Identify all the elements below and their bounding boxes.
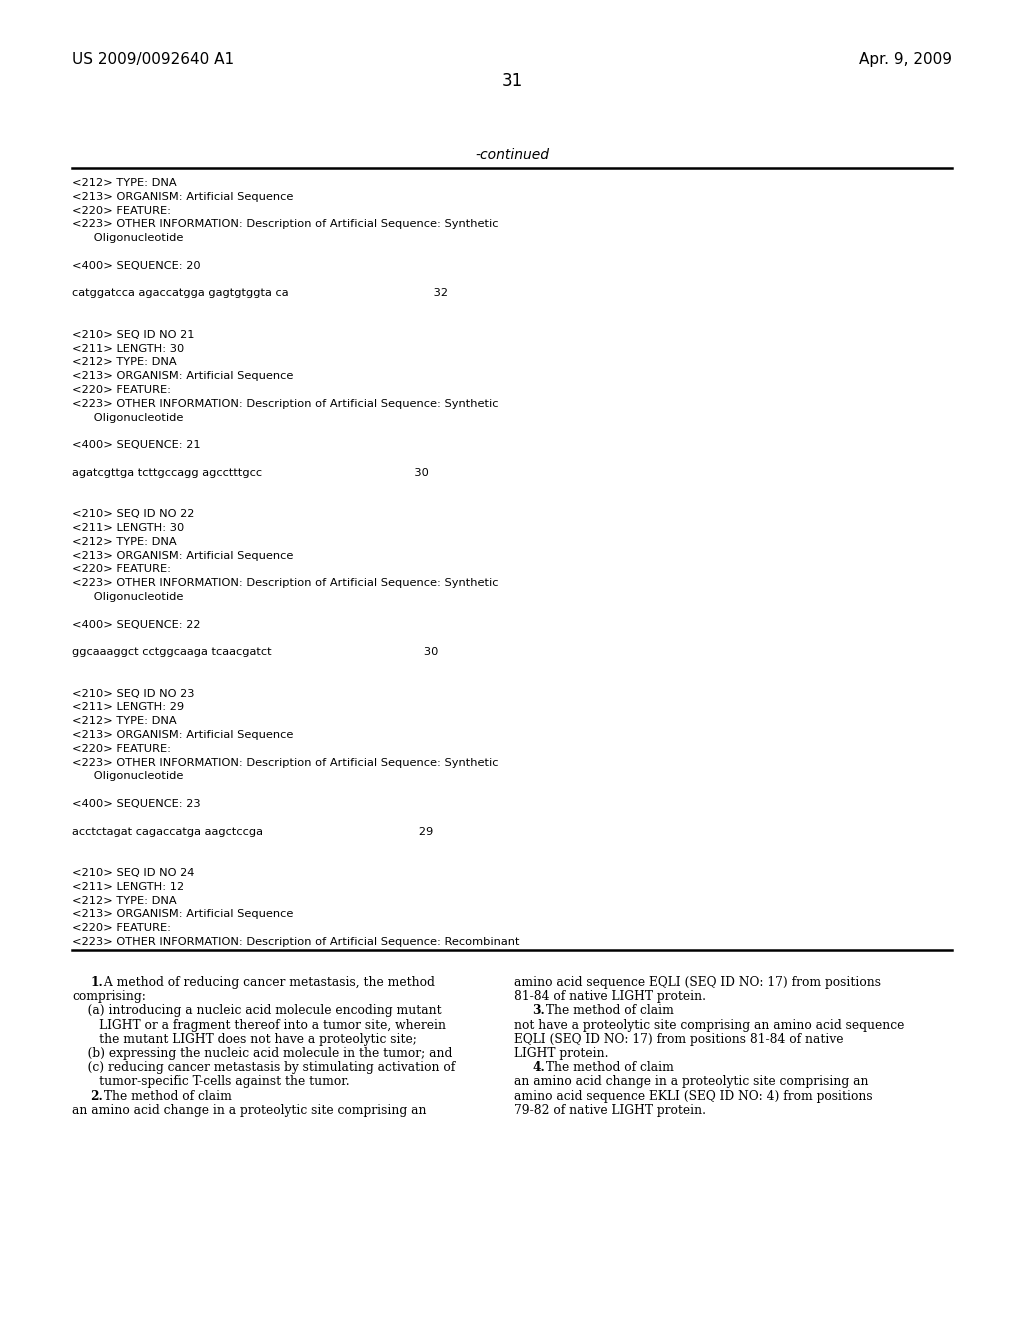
Text: <212> TYPE: DNA: <212> TYPE: DNA <box>72 895 176 906</box>
Text: <400> SEQUENCE: 23: <400> SEQUENCE: 23 <box>72 799 201 809</box>
Text: <220> FEATURE:: <220> FEATURE: <box>72 923 171 933</box>
Text: <213> ORGANISM: Artificial Sequence: <213> ORGANISM: Artificial Sequence <box>72 550 293 561</box>
Text: US 2009/0092640 A1: US 2009/0092640 A1 <box>72 51 234 67</box>
Text: Apr. 9, 2009: Apr. 9, 2009 <box>859 51 952 67</box>
Text: <212> TYPE: DNA: <212> TYPE: DNA <box>72 178 176 187</box>
Text: an amino acid change in a proteolytic site comprising an: an amino acid change in a proteolytic si… <box>514 1076 868 1089</box>
Text: Oligonucleotide: Oligonucleotide <box>72 771 183 781</box>
Text: <400> SEQUENCE: 21: <400> SEQUENCE: 21 <box>72 440 201 450</box>
Text: The method of claim: The method of claim <box>542 1005 678 1018</box>
Text: <223> OTHER INFORMATION: Description of Artificial Sequence: Synthetic: <223> OTHER INFORMATION: Description of … <box>72 578 499 589</box>
Text: <220> FEATURE:: <220> FEATURE: <box>72 206 171 215</box>
Text: -continued: -continued <box>475 148 549 162</box>
Text: A method of reducing cancer metastasis, the method: A method of reducing cancer metastasis, … <box>100 975 435 989</box>
Text: The method of claim: The method of claim <box>542 1061 678 1074</box>
Text: acctctagat cagaccatga aagctccga                                           29: acctctagat cagaccatga aagctccga 29 <box>72 826 433 837</box>
Text: comprising:: comprising: <box>72 990 145 1003</box>
Text: <400> SEQUENCE: 20: <400> SEQUENCE: 20 <box>72 261 201 271</box>
Text: <211> LENGTH: 30: <211> LENGTH: 30 <box>72 523 184 533</box>
Text: not have a proteolytic site comprising an amino acid sequence: not have a proteolytic site comprising a… <box>514 1019 904 1032</box>
Text: ggcaaaggct cctggcaaga tcaacgatct                                          30: ggcaaaggct cctggcaaga tcaacgatct 30 <box>72 647 438 657</box>
Text: 81-84 of native LIGHT protein.: 81-84 of native LIGHT protein. <box>514 990 706 1003</box>
Text: <223> OTHER INFORMATION: Description of Artificial Sequence: Recombinant: <223> OTHER INFORMATION: Description of … <box>72 937 519 946</box>
Text: <213> ORGANISM: Artificial Sequence: <213> ORGANISM: Artificial Sequence <box>72 909 293 920</box>
Text: an amino acid change in a proteolytic site comprising an: an amino acid change in a proteolytic si… <box>72 1104 427 1117</box>
Text: 3.: 3. <box>532 1005 545 1018</box>
Text: <210> SEQ ID NO 23: <210> SEQ ID NO 23 <box>72 689 195 698</box>
Text: (a) introducing a nucleic acid molecule encoding mutant: (a) introducing a nucleic acid molecule … <box>72 1005 441 1018</box>
Text: Oligonucleotide: Oligonucleotide <box>72 591 183 602</box>
Text: agatcgttga tcttgccagg agcctttgcc                                          30: agatcgttga tcttgccagg agcctttgcc 30 <box>72 467 429 478</box>
Text: <213> ORGANISM: Artificial Sequence: <213> ORGANISM: Artificial Sequence <box>72 371 293 381</box>
Text: 79-82 of native LIGHT protein.: 79-82 of native LIGHT protein. <box>514 1104 706 1117</box>
Text: EQLI (SEQ ID NO: 17) from positions 81-84 of native: EQLI (SEQ ID NO: 17) from positions 81-8… <box>514 1032 844 1045</box>
Text: LIGHT or a fragment thereof into a tumor site, wherein: LIGHT or a fragment thereof into a tumor… <box>72 1019 446 1032</box>
Text: <212> TYPE: DNA: <212> TYPE: DNA <box>72 358 176 367</box>
Text: amino acid sequence EKLI (SEQ ID NO: 4) from positions: amino acid sequence EKLI (SEQ ID NO: 4) … <box>514 1089 872 1102</box>
Text: <210> SEQ ID NO 24: <210> SEQ ID NO 24 <box>72 869 195 878</box>
Text: amino acid sequence EQLI (SEQ ID NO: 17) from positions: amino acid sequence EQLI (SEQ ID NO: 17)… <box>514 975 881 989</box>
Text: <220> FEATURE:: <220> FEATURE: <box>72 743 171 754</box>
Text: <220> FEATURE:: <220> FEATURE: <box>72 385 171 395</box>
Text: 2.: 2. <box>90 1089 103 1102</box>
Text: catggatcca agaccatgga gagtgtggta ca                                        32: catggatcca agaccatgga gagtgtggta ca 32 <box>72 288 449 298</box>
Text: LIGHT protein.: LIGHT protein. <box>514 1047 608 1060</box>
Text: Oligonucleotide: Oligonucleotide <box>72 234 183 243</box>
Text: <223> OTHER INFORMATION: Description of Artificial Sequence: Synthetic: <223> OTHER INFORMATION: Description of … <box>72 219 499 230</box>
Text: (c) reducing cancer metastasis by stimulating activation of: (c) reducing cancer metastasis by stimul… <box>72 1061 456 1074</box>
Text: <213> ORGANISM: Artificial Sequence: <213> ORGANISM: Artificial Sequence <box>72 191 293 202</box>
Text: <223> OTHER INFORMATION: Description of Artificial Sequence: Synthetic: <223> OTHER INFORMATION: Description of … <box>72 399 499 409</box>
Text: <211> LENGTH: 30: <211> LENGTH: 30 <box>72 343 184 354</box>
Text: <211> LENGTH: 29: <211> LENGTH: 29 <box>72 702 184 713</box>
Text: <210> SEQ ID NO 21: <210> SEQ ID NO 21 <box>72 330 195 339</box>
Text: The method of claim: The method of claim <box>100 1089 236 1102</box>
Text: <213> ORGANISM: Artificial Sequence: <213> ORGANISM: Artificial Sequence <box>72 730 293 741</box>
Text: <212> TYPE: DNA: <212> TYPE: DNA <box>72 537 176 546</box>
Text: tumor-specific T-cells against the tumor.: tumor-specific T-cells against the tumor… <box>72 1076 349 1089</box>
Text: <212> TYPE: DNA: <212> TYPE: DNA <box>72 717 176 726</box>
Text: (b) expressing the nucleic acid molecule in the tumor; and: (b) expressing the nucleic acid molecule… <box>72 1047 453 1060</box>
Text: <400> SEQUENCE: 22: <400> SEQUENCE: 22 <box>72 619 201 630</box>
Text: the mutant LIGHT does not have a proteolytic site;: the mutant LIGHT does not have a proteol… <box>72 1032 417 1045</box>
Text: <220> FEATURE:: <220> FEATURE: <box>72 565 171 574</box>
Text: <211> LENGTH: 12: <211> LENGTH: 12 <box>72 882 184 892</box>
Text: 1.: 1. <box>90 975 103 989</box>
Text: 4.: 4. <box>532 1061 545 1074</box>
Text: <210> SEQ ID NO 22: <210> SEQ ID NO 22 <box>72 510 195 519</box>
Text: Oligonucleotide: Oligonucleotide <box>72 413 183 422</box>
Text: <223> OTHER INFORMATION: Description of Artificial Sequence: Synthetic: <223> OTHER INFORMATION: Description of … <box>72 758 499 768</box>
Text: 31: 31 <box>502 73 522 90</box>
